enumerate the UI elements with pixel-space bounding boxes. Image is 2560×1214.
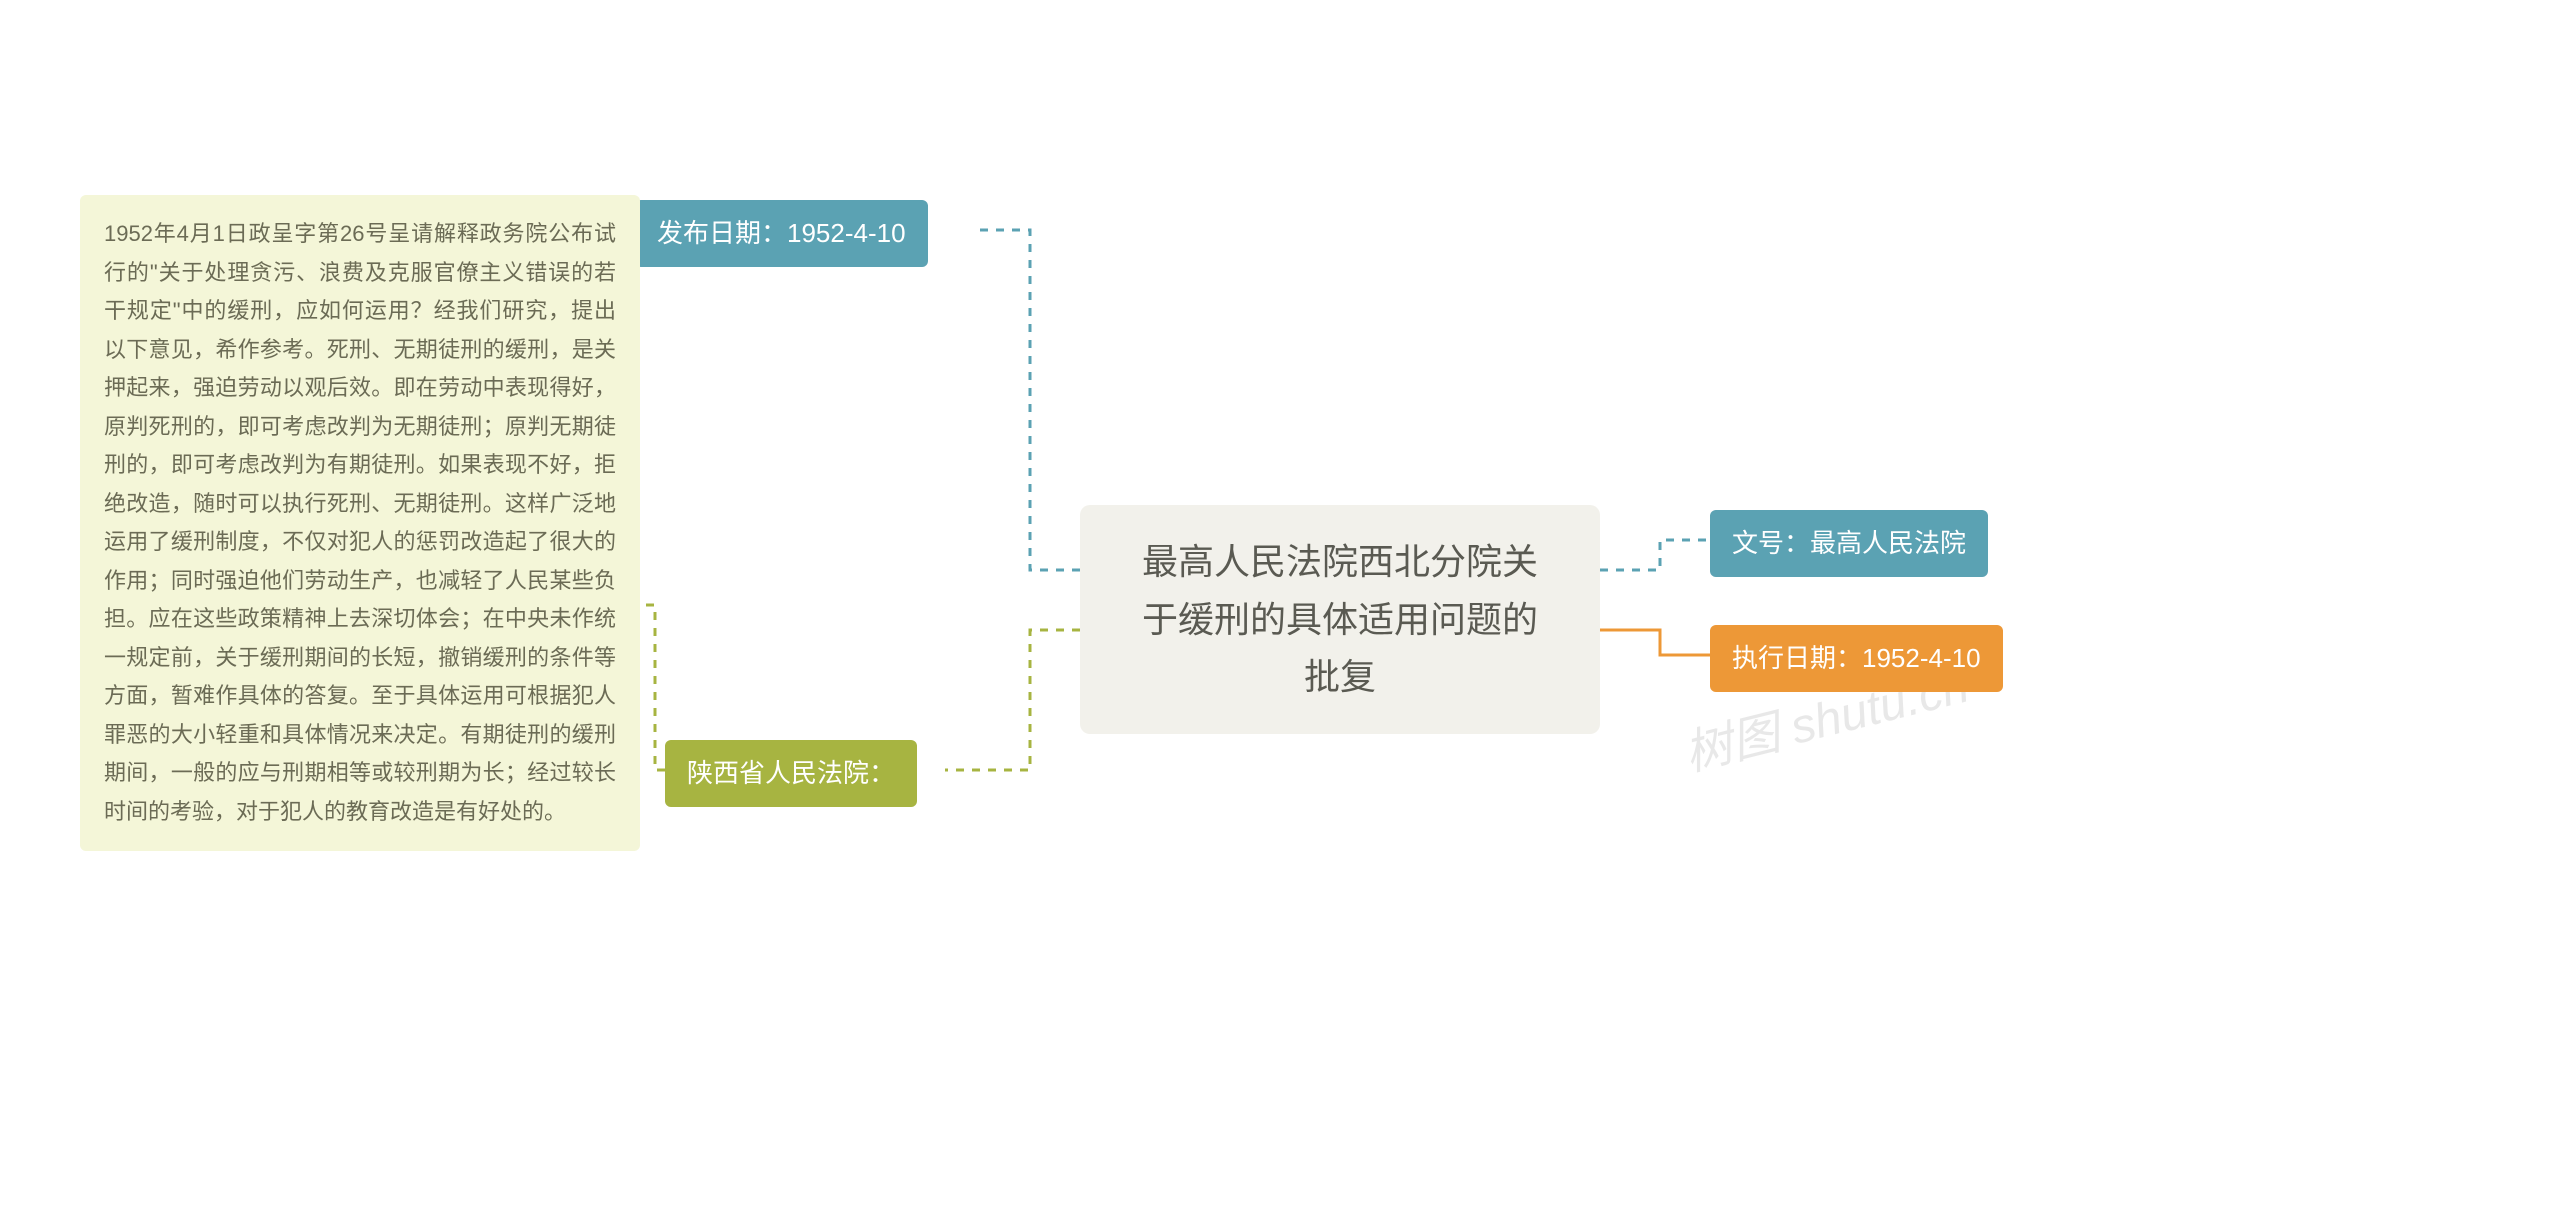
center-line2: 于缓刑的具体适用问题的 bbox=[1114, 591, 1566, 649]
center-node: 最高人民法院西北分院关 于缓刑的具体适用问题的 批复 bbox=[1080, 505, 1600, 734]
center-line1: 最高人民法院西北分院关 bbox=[1114, 533, 1566, 591]
court-node: 陕西省人民法院： bbox=[665, 740, 917, 807]
center-line3: 批复 bbox=[1114, 648, 1566, 706]
exec-date-text: 执行日期：1952-4-10 bbox=[1732, 643, 1981, 673]
publish-date-text: 发布日期：1952-4-10 bbox=[657, 218, 906, 248]
doc-number-text: 文号：最高人民法院 bbox=[1732, 528, 1966, 558]
publish-date-node: 发布日期：1952-4-10 bbox=[635, 200, 928, 267]
court-text: 陕西省人民法院： bbox=[687, 758, 895, 788]
body-text: 1952年4月1日政呈字第26号呈请解释政务院公布试行的"关于处理贪污、浪费及克… bbox=[104, 221, 616, 824]
doc-number-node: 文号：最高人民法院 bbox=[1710, 510, 1988, 577]
body-node: 1952年4月1日政呈字第26号呈请解释政务院公布试行的"关于处理贪污、浪费及克… bbox=[80, 195, 640, 851]
exec-date-node: 执行日期：1952-4-10 bbox=[1710, 625, 2003, 692]
